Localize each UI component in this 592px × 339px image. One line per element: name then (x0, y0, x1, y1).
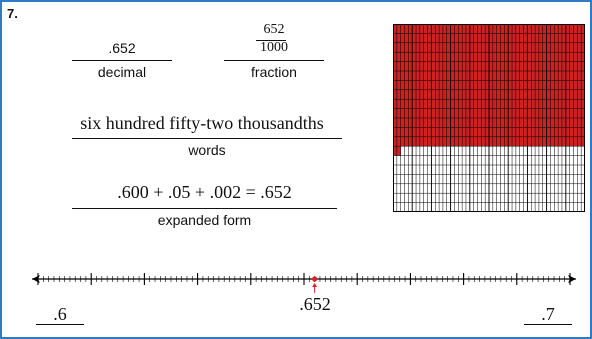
expanded-value: .600 + .05 + .002 = .652 (117, 182, 292, 202)
fraction-bar (256, 40, 286, 41)
expanded-label: expanded form (157, 212, 252, 228)
fraction-label: fraction (251, 64, 297, 80)
words-underline (72, 138, 342, 139)
decimal-value: .652 (108, 40, 136, 56)
point-pointer-arrow (312, 283, 318, 287)
fraction-underline (224, 60, 324, 61)
fraction-numerator: 652 (263, 22, 285, 37)
number-line (32, 273, 576, 293)
words-value: six hundred fifty-two thousandths (80, 113, 324, 133)
decimal-label: decimal (97, 64, 147, 80)
number-line-right-label: .7 (541, 304, 555, 324)
decimal-underline (72, 60, 172, 61)
number-line-point-label: .652 (299, 294, 331, 314)
number-line-left-label: .6 (53, 304, 67, 324)
expanded-underline (72, 208, 337, 209)
problem-number: 7. (7, 6, 18, 21)
fraction-denominator: 1000 (260, 40, 288, 55)
number-line-point (312, 276, 318, 282)
thousandths-grid (393, 24, 585, 212)
left-label-underline (36, 324, 84, 325)
right-label-underline (524, 324, 572, 325)
grid-major-lines (393, 24, 585, 212)
grid-border (393, 24, 585, 212)
words-label: words (188, 142, 226, 158)
